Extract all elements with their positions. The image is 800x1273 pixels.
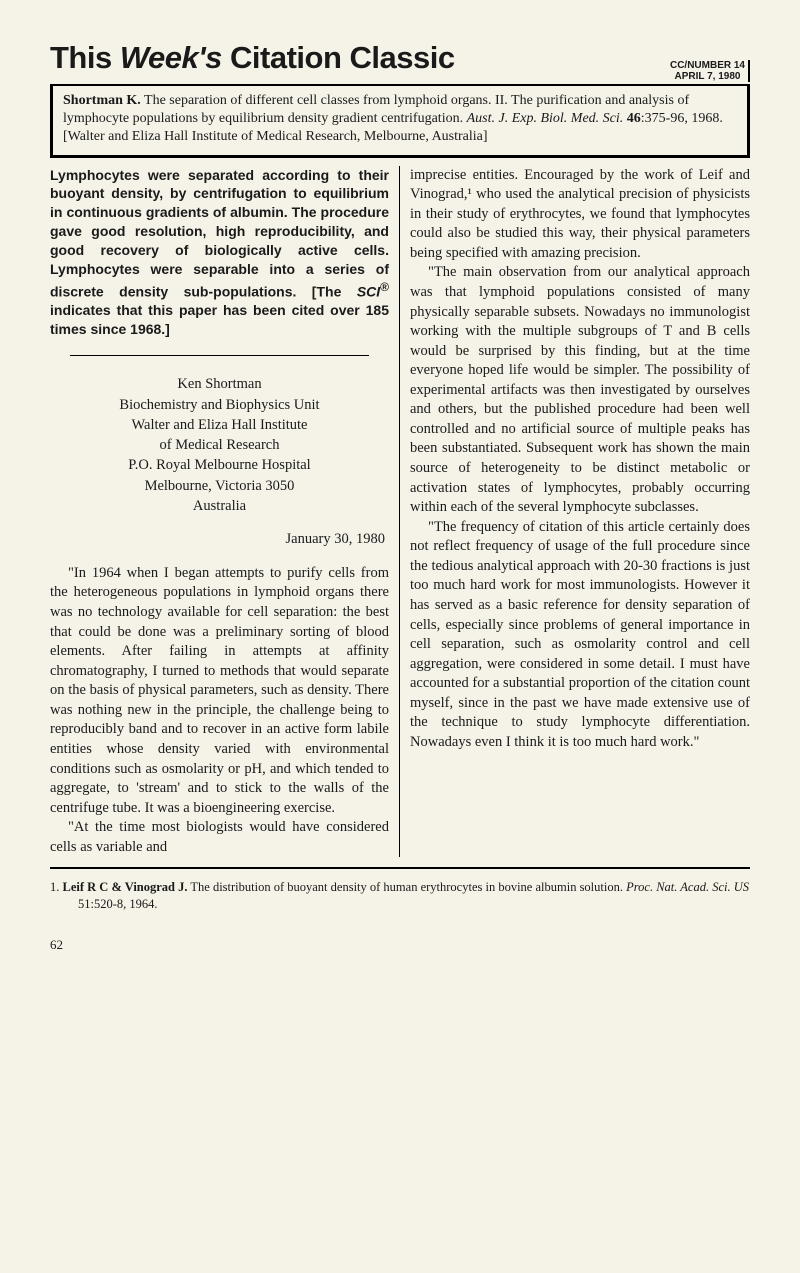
right-column: imprecise entities. Encouraged by the wo… — [400, 166, 750, 858]
body-para: "The frequency of citation of this artic… — [410, 518, 750, 753]
title-italic: Week's — [120, 40, 222, 75]
author-name: Ken Shortman — [50, 374, 389, 394]
header-row: This Week's Citation Classic CC/NUMBER 1… — [50, 40, 750, 86]
main-columns: Lymphocytes were separated according to … — [50, 166, 750, 858]
author-affil-4: Melbourne, Victoria 3050 — [50, 476, 389, 496]
ref-journal: Proc. Nat. Acad. Sci. US — [626, 880, 749, 894]
author-affil-0: Biochemistry and Biophysics Unit — [50, 395, 389, 415]
ref-text: The distribution of buoyant density of h… — [188, 880, 627, 894]
ref-authors: Leif R C & Vinograd J. — [63, 880, 188, 894]
ref-tail: 51:520-8, 1964. — [78, 897, 158, 911]
abstract: Lymphocytes were separated according to … — [50, 166, 389, 340]
date: January 30, 1980 — [50, 530, 389, 550]
citation-box: Shortman K. The separation of different … — [50, 86, 750, 158]
ref-num: 1. — [50, 880, 59, 894]
body-para: "The main observation from our analytica… — [410, 263, 750, 517]
citation-text: Shortman K. The separation of different … — [63, 93, 723, 144]
issue-date: APRIL 7, 1980 — [670, 71, 745, 82]
body-para: "At the time most biologists would have … — [50, 818, 389, 857]
issue-number: CC/NUMBER 14 — [670, 60, 745, 71]
reference: 1. Leif R C & Vinograd J. The distributi… — [50, 879, 750, 913]
author-affil-3: P.O. Royal Melbourne Hospital — [50, 455, 389, 475]
title-suffix: Citation Classic — [222, 40, 455, 75]
separator-rule — [70, 355, 369, 356]
footer-rule — [50, 867, 750, 869]
left-column: Lymphocytes were separated according to … — [50, 166, 400, 858]
issue-block: CC/NUMBER 14 APRIL 7, 1980 — [670, 60, 750, 82]
page-number: 62 — [50, 937, 750, 953]
author-affil-5: Australia — [50, 496, 389, 516]
title-prefix: This — [50, 40, 120, 75]
author-affil-1: Walter and Eliza Hall Institute — [50, 415, 389, 435]
page-title: This Week's Citation Classic — [50, 40, 455, 76]
body-para: "In 1964 when I began attempts to purify… — [50, 564, 389, 818]
body-para: imprecise entities. Encouraged by the wo… — [410, 166, 750, 264]
author-affil-2: of Medical Research — [50, 435, 389, 455]
author-block: Ken Shortman Biochemistry and Biophysics… — [50, 374, 389, 516]
